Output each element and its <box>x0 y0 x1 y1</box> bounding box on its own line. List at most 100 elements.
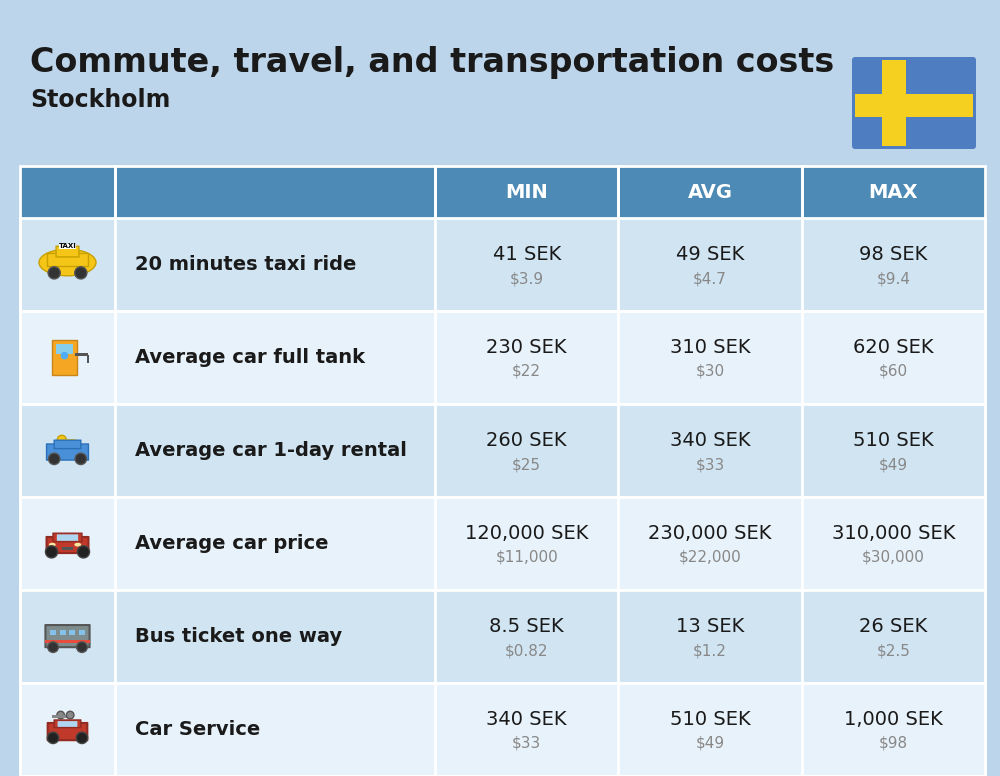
Bar <box>50 629 56 635</box>
Bar <box>87 355 89 363</box>
Circle shape <box>66 712 74 719</box>
Text: Commute, travel, and transportation costs: Commute, travel, and transportation cost… <box>30 46 834 79</box>
Text: Average car 1-day rental: Average car 1-day rental <box>135 441 407 460</box>
Bar <box>60 629 66 635</box>
Text: $22,000: $22,000 <box>679 550 741 565</box>
Bar <box>20 218 985 311</box>
Ellipse shape <box>49 542 56 546</box>
Circle shape <box>57 712 64 719</box>
FancyBboxPatch shape <box>54 720 81 728</box>
Bar <box>20 166 985 776</box>
Bar <box>855 95 973 116</box>
FancyBboxPatch shape <box>47 444 88 460</box>
Text: 230 SEK: 230 SEK <box>486 338 567 357</box>
Circle shape <box>48 642 58 653</box>
Text: $4.7: $4.7 <box>693 271 727 286</box>
Bar <box>20 404 985 497</box>
Text: Stockholm: Stockholm <box>30 88 170 112</box>
Text: 120,000 SEK: 120,000 SEK <box>465 524 588 543</box>
Text: 230,000 SEK: 230,000 SEK <box>648 524 772 543</box>
Text: Average car price: Average car price <box>135 534 328 553</box>
Circle shape <box>47 733 59 743</box>
Text: Bus ticket one way: Bus ticket one way <box>135 627 342 646</box>
Text: $2.5: $2.5 <box>876 643 910 658</box>
FancyBboxPatch shape <box>53 533 82 542</box>
Text: $9.4: $9.4 <box>876 271 910 286</box>
Text: 20 minutes taxi ride: 20 minutes taxi ride <box>135 255 356 274</box>
Bar <box>75 353 88 355</box>
FancyBboxPatch shape <box>45 625 90 647</box>
Text: Car Service: Car Service <box>135 720 260 739</box>
Text: 13 SEK: 13 SEK <box>676 617 744 636</box>
Circle shape <box>57 435 66 445</box>
Text: AVG: AVG <box>688 182 732 202</box>
FancyBboxPatch shape <box>852 57 976 149</box>
Circle shape <box>75 267 87 279</box>
Text: 1,000 SEK: 1,000 SEK <box>844 710 943 729</box>
Bar <box>56 345 73 354</box>
Bar <box>20 590 985 683</box>
Text: 41 SEK: 41 SEK <box>493 245 561 264</box>
FancyBboxPatch shape <box>48 723 87 740</box>
Text: Average car full tank: Average car full tank <box>135 348 365 367</box>
Bar <box>20 683 985 776</box>
Text: 260 SEK: 260 SEK <box>486 431 567 450</box>
FancyBboxPatch shape <box>56 246 79 257</box>
Text: $22: $22 <box>512 364 541 379</box>
Circle shape <box>45 546 58 558</box>
Text: 510 SEK: 510 SEK <box>670 710 750 729</box>
Text: $33: $33 <box>695 457 725 472</box>
Text: $3.9: $3.9 <box>510 271 544 286</box>
Text: $30: $30 <box>695 364 725 379</box>
FancyBboxPatch shape <box>47 537 88 553</box>
Text: MIN: MIN <box>505 182 548 202</box>
Circle shape <box>76 733 88 743</box>
Text: 49 SEK: 49 SEK <box>676 245 744 264</box>
Bar <box>20 166 985 218</box>
Circle shape <box>77 546 90 558</box>
Text: $33: $33 <box>512 736 541 751</box>
Text: $1.2: $1.2 <box>693 643 727 658</box>
Ellipse shape <box>39 249 96 275</box>
Bar <box>69 629 75 635</box>
Circle shape <box>75 453 87 465</box>
Bar <box>62 546 73 550</box>
Text: $98: $98 <box>879 736 908 751</box>
Bar <box>882 60 906 146</box>
Bar <box>47 253 88 266</box>
Ellipse shape <box>74 542 81 546</box>
Text: MAX: MAX <box>869 182 918 202</box>
Text: $49: $49 <box>879 457 908 472</box>
Circle shape <box>61 352 68 359</box>
Bar <box>52 341 77 375</box>
Bar <box>45 639 90 643</box>
Text: $0.82: $0.82 <box>505 643 548 658</box>
Text: 340 SEK: 340 SEK <box>486 710 567 729</box>
Text: 310 SEK: 310 SEK <box>670 338 750 357</box>
Text: 510 SEK: 510 SEK <box>853 431 934 450</box>
Bar <box>59 244 76 248</box>
Circle shape <box>48 453 60 465</box>
Text: $60: $60 <box>879 364 908 379</box>
Bar <box>20 311 985 404</box>
Text: $30,000: $30,000 <box>862 550 925 565</box>
Bar <box>79 629 85 635</box>
Text: 340 SEK: 340 SEK <box>670 431 750 450</box>
Text: $25: $25 <box>512 457 541 472</box>
Text: $11,000: $11,000 <box>495 550 558 565</box>
Circle shape <box>48 267 60 279</box>
FancyBboxPatch shape <box>54 440 81 449</box>
Text: 26 SEK: 26 SEK <box>859 617 927 636</box>
Bar <box>52 715 70 718</box>
Text: 8.5 SEK: 8.5 SEK <box>489 617 564 636</box>
Bar <box>66 439 76 442</box>
Text: 98 SEK: 98 SEK <box>859 245 927 264</box>
Bar <box>20 497 985 590</box>
FancyBboxPatch shape <box>58 721 77 727</box>
Text: 620 SEK: 620 SEK <box>853 338 934 357</box>
Circle shape <box>77 642 87 653</box>
Text: 310,000 SEK: 310,000 SEK <box>832 524 955 543</box>
FancyBboxPatch shape <box>57 535 78 541</box>
Text: TAXI: TAXI <box>59 243 76 249</box>
Text: $49: $49 <box>695 736 725 751</box>
